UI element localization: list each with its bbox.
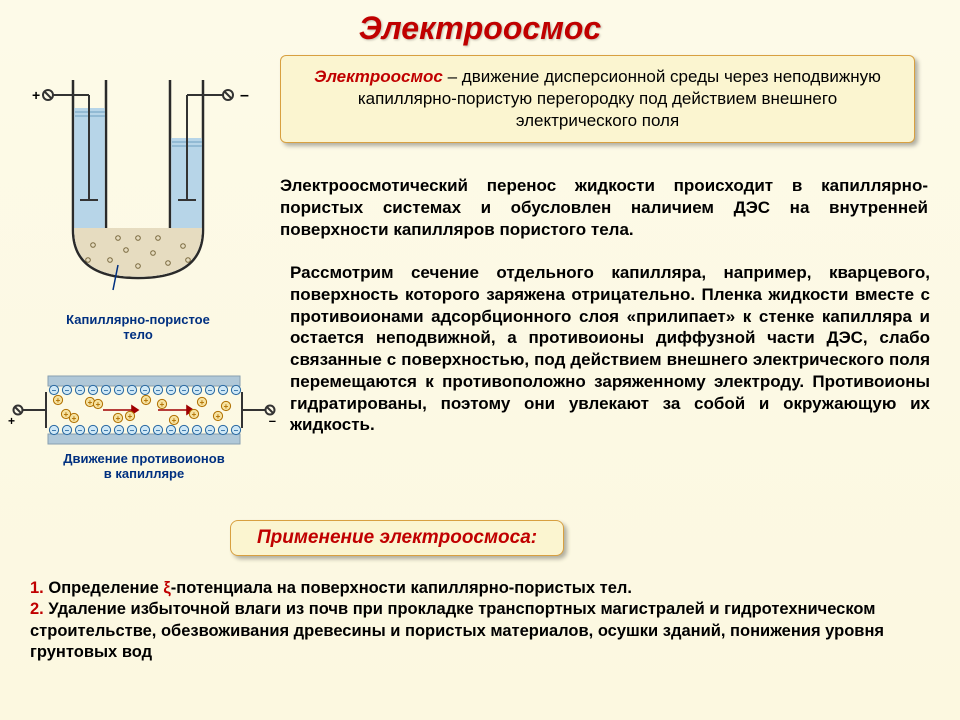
application-item-2: 2. Удаление избыточной влаги из почв при… xyxy=(30,599,930,663)
svg-text:–: – xyxy=(143,426,148,435)
svg-text:–: – xyxy=(169,386,174,395)
paragraph-2: Рассмотрим сечение отдельного капилляра,… xyxy=(290,262,930,436)
definition-term: Электроосмос xyxy=(314,67,443,86)
svg-text:+: + xyxy=(224,402,229,411)
svg-text:–: – xyxy=(104,386,109,395)
svg-text:+: + xyxy=(160,400,165,409)
svg-text:–: – xyxy=(234,386,239,395)
svg-text:+: + xyxy=(216,412,221,421)
svg-text:+: + xyxy=(72,414,77,423)
svg-text:+: + xyxy=(96,400,101,409)
svg-text:–: – xyxy=(156,426,161,435)
svg-text:–: – xyxy=(169,426,174,435)
svg-text:–: – xyxy=(65,386,70,395)
utube-diagram: + – Капиллярно-пористоетело xyxy=(18,60,258,310)
svg-text:–: – xyxy=(65,426,70,435)
svg-text:–: – xyxy=(195,386,200,395)
utube-plus-label: + xyxy=(32,87,40,103)
svg-text:–: – xyxy=(52,386,57,395)
svg-text:+: + xyxy=(88,398,93,407)
svg-text:–: – xyxy=(195,426,200,435)
svg-text:+: + xyxy=(172,416,177,425)
svg-text:+: + xyxy=(144,396,149,405)
svg-text:+: + xyxy=(200,398,205,407)
applications-heading: Применение электроосмоса: xyxy=(230,520,564,556)
svg-text:–: – xyxy=(221,386,226,395)
capillary-caption: Движение противоионовв капилляре xyxy=(8,452,280,482)
svg-text:–: – xyxy=(182,386,187,395)
svg-text:–: – xyxy=(208,386,213,395)
svg-text:+: + xyxy=(64,410,69,419)
svg-text:+: + xyxy=(192,410,197,419)
svg-text:–: – xyxy=(269,413,276,428)
svg-text:+: + xyxy=(8,414,15,428)
svg-text:–: – xyxy=(208,426,213,435)
svg-text:–: – xyxy=(117,426,122,435)
definition-box: Электроосмос – движение дисперсионной ср… xyxy=(280,55,915,143)
svg-text:–: – xyxy=(104,426,109,435)
svg-text:–: – xyxy=(78,386,83,395)
application-item-1: 1. Определение ξ-потенциала на поверхнос… xyxy=(30,578,930,599)
utube-caption: Капиллярно-пористоетело xyxy=(18,313,258,343)
capillary-diagram: + – ––––––––––––––––––––––––––––––++++++… xyxy=(8,370,280,490)
svg-text:–: – xyxy=(182,426,187,435)
svg-text:–: – xyxy=(130,386,135,395)
paragraph-1: Электроосмотический перенос жидкости про… xyxy=(280,175,928,240)
svg-text:–: – xyxy=(91,386,96,395)
svg-text:–: – xyxy=(221,426,226,435)
svg-text:–: – xyxy=(143,386,148,395)
applications-list: 1. Определение ξ-потенциала на поверхнос… xyxy=(30,578,930,664)
svg-text:+: + xyxy=(128,412,133,421)
page-title: Электроосмос xyxy=(0,0,960,47)
svg-text:–: – xyxy=(234,426,239,435)
svg-text:–: – xyxy=(156,386,161,395)
svg-text:+: + xyxy=(116,414,121,423)
svg-text:–: – xyxy=(91,426,96,435)
utube-minus-label: – xyxy=(240,87,249,104)
svg-text:–: – xyxy=(78,426,83,435)
svg-text:–: – xyxy=(52,426,57,435)
svg-text:–: – xyxy=(117,386,122,395)
svg-text:+: + xyxy=(56,396,61,405)
svg-text:–: – xyxy=(130,426,135,435)
